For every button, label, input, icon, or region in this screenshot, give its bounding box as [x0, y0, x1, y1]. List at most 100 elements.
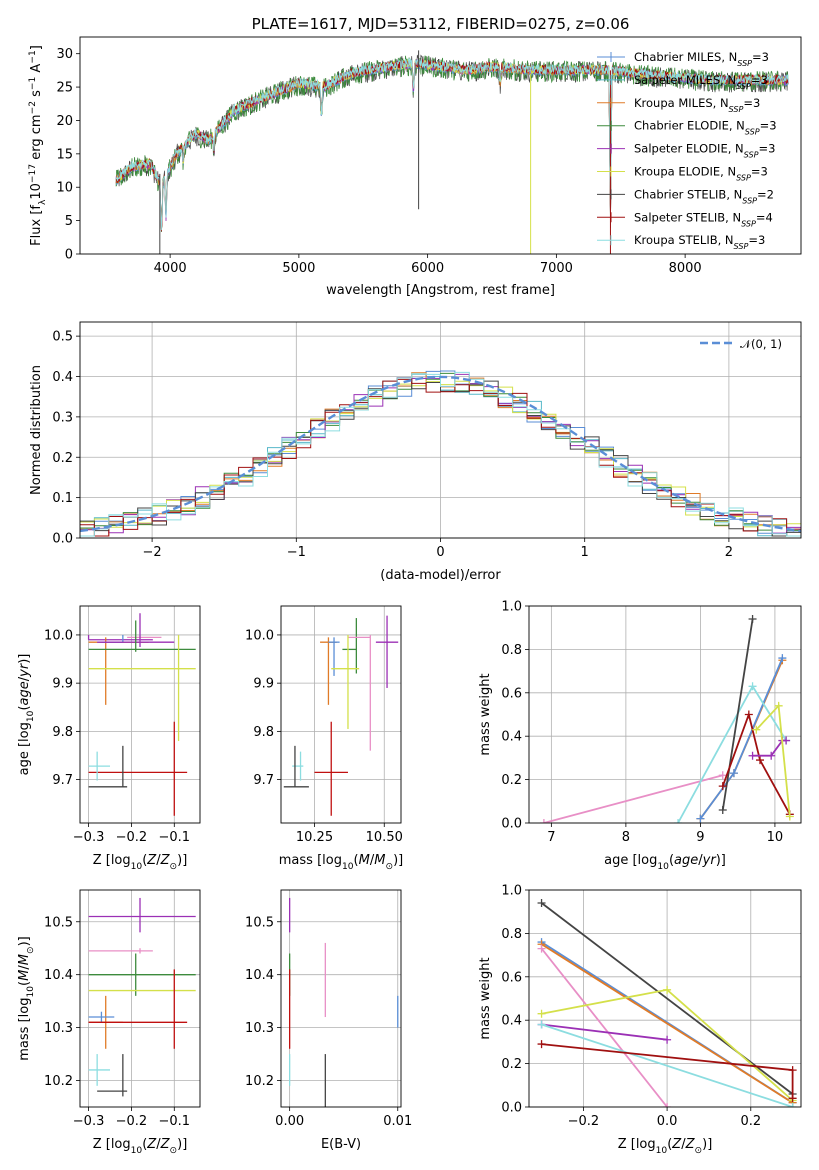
errorbar-point-7	[292, 751, 304, 781]
x-tick-label: −0.3	[73, 1114, 105, 1129]
weight-series-1	[699, 659, 784, 820]
weight-marker	[767, 751, 776, 760]
x-tick-label: 2	[725, 545, 733, 560]
x-tick-label: 0	[436, 545, 444, 560]
weight-marker	[663, 985, 672, 994]
mass-vs-EBV-frame	[280, 889, 402, 1108]
weight-marker	[744, 710, 753, 719]
y-tick-label: 0.0	[501, 817, 522, 832]
legend-entry: Chabrier STELIB, NSSP=2	[634, 187, 774, 205]
errorbar-point-9	[88, 745, 128, 788]
y-tick-label: 15	[56, 147, 73, 162]
weight-marker	[788, 1094, 797, 1103]
errorbar-point-5	[88, 1011, 115, 1023]
x-tick-label: −0.2	[116, 830, 148, 845]
weight-marker	[537, 1009, 546, 1018]
age-vs-mass-marks	[283, 615, 399, 816]
weight-series-3	[540, 948, 668, 1107]
legend-entry: Kroupa STELIB, NSSP=3	[634, 233, 765, 251]
x-tick-label: −0.1	[158, 1114, 190, 1129]
y-tick-label: 10.0	[245, 628, 274, 643]
errorbar-point-7	[88, 1054, 110, 1086]
massweight-vs-age-marks	[539, 615, 794, 823]
y-axis-label: age [log10(age/yr)]	[17, 654, 36, 776]
x-tick-label: 1	[581, 545, 589, 560]
massweight-vs-age-frame	[528, 605, 802, 824]
weight-series-4	[721, 618, 754, 811]
x-tick-label: 5000	[282, 261, 315, 276]
errorbar-point-8	[283, 745, 309, 788]
spectrum-frame	[79, 36, 802, 255]
y-tick-label: 25	[56, 81, 73, 96]
residuals-marks	[80, 370, 801, 537]
errorbar-point-4	[375, 615, 399, 688]
weight-marker	[718, 771, 727, 780]
weight-marker	[663, 1103, 672, 1107]
weight-marker	[537, 1040, 546, 1049]
residuals-frame	[79, 321, 802, 539]
y-tick-label: 0	[65, 248, 73, 263]
age-vs-Z-panel: −0.3 −0.2 −0.1 9.7 9.8 9.9 10.0 Z [log10(Z/Z⊙)]…	[17, 605, 201, 872]
spectrum-marks	[115, 50, 789, 254]
legend-entry: Salpeter ELODIE, NSSP=3	[634, 142, 775, 160]
weight-marker	[748, 615, 757, 624]
x-tick-label: −1	[287, 545, 306, 560]
legend-entry: Salpeter MILES, NSSP=3	[634, 73, 768, 91]
errorbar-point-7	[88, 721, 188, 816]
x-tick-label: 0.01	[383, 1114, 412, 1129]
weight-marker	[782, 736, 791, 745]
y-tick-label: 1.0	[501, 884, 522, 899]
y-tick-label: 10.4	[245, 968, 274, 983]
weight-series-0	[543, 774, 724, 823]
y-tick-label: 0.4	[501, 1014, 522, 1029]
y-tick-label: 10.0	[44, 628, 73, 643]
errorbar-point-3	[127, 634, 162, 640]
massweight-vs-Z-panel: −0.2 0.0 0.2 0.0 0.2 0.4 0.6 0.8 1.0 Z [log10(Z/Z…	[478, 884, 802, 1156]
y-tick-label: 0.1	[52, 491, 73, 506]
x-tick-label: 8000	[669, 261, 702, 276]
weight-series-5	[541, 1023, 668, 1041]
weight-marker	[729, 769, 738, 778]
y-tick-label: 9.9	[253, 677, 274, 692]
y-tick-label: 10	[56, 181, 73, 196]
y-tick-label: 0.2	[52, 451, 73, 466]
x-axis-label: Z [log10(Z/Z⊙)]	[618, 1137, 713, 1156]
weight-marker	[718, 782, 727, 791]
y-tick-label: 0.8	[501, 643, 522, 658]
weight-series-5	[721, 711, 791, 815]
weight-series-2	[541, 943, 794, 1104]
weight-marker	[788, 1066, 797, 1075]
weight-series-0	[541, 902, 794, 1095]
x-tick-label: 10	[767, 830, 784, 845]
y-axis-label: mass [log10(M/M⊙)]	[17, 936, 36, 1060]
y-tick-label: 9.9	[52, 677, 73, 692]
y-tick-label: 9.7	[52, 773, 73, 788]
y-axis-label: Flux [fλ10−17 erg cm−2 s−1 A−1]	[28, 45, 48, 246]
residuals-panel: −2 −1 0 1 2 0.0 0.1 0.2 0.3 0.4 0.5 (data-model)/er…	[29, 321, 802, 583]
y-tick-label: 0.0	[52, 532, 73, 547]
x-tick-label: 8	[622, 830, 630, 845]
massweight-vs-age-panel: 7 8 9 10 0.0 0.2 0.4 0.6 0.8 1.0 age [log10(age/yr…	[478, 600, 802, 872]
x-tick-label: 6000	[411, 261, 444, 276]
x-axis-label: Z [log10(Z/Z⊙)]	[93, 853, 188, 872]
weight-marker	[537, 1020, 546, 1029]
gaussian-reference-line	[80, 375, 801, 533]
y-tick-label: 0.5	[52, 330, 73, 345]
x-tick-label: −0.2	[568, 1114, 600, 1129]
y-tick-label: 9.8	[253, 725, 274, 740]
x-tick-label: 0.0	[657, 1114, 678, 1129]
y-tick-label: 30	[56, 47, 73, 62]
age-vs-mass-panel: 10.25 10.50 9.7 9.8 9.9 10.0 mass [log10(M/M⊙)…	[245, 605, 403, 872]
y-tick-label: 0.2	[501, 1057, 522, 1072]
errorbar-point-8	[88, 751, 110, 781]
y-tick-label: 10.2	[44, 1074, 73, 1089]
y-tick-label: 0.3	[52, 410, 73, 425]
errorbar-point-6	[88, 634, 196, 742]
errorbar-point-0	[87, 634, 153, 641]
y-tick-label: 20	[56, 114, 73, 129]
weight-marker	[718, 805, 727, 814]
weight-marker	[539, 819, 548, 823]
errorbar-point-6	[314, 721, 348, 816]
mass-vs-EBV-marks	[288, 897, 399, 1107]
weight-series-6	[541, 1023, 793, 1107]
